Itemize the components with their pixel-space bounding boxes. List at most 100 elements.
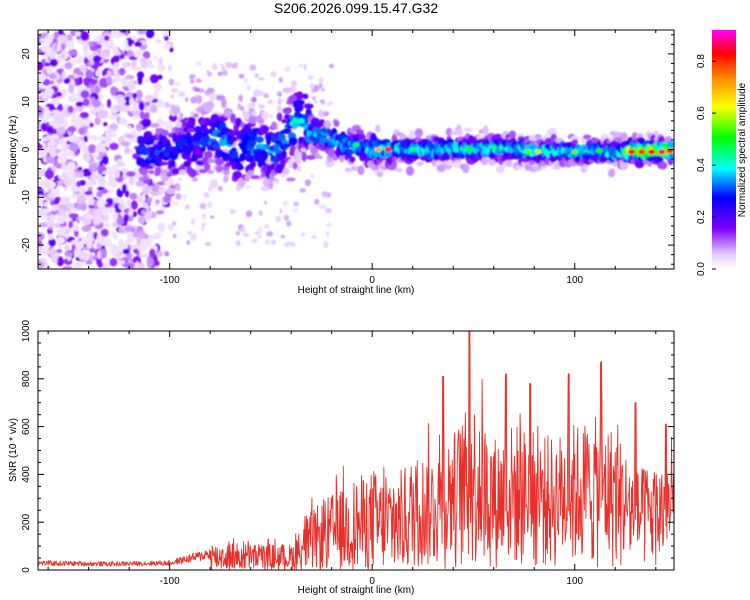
spectral-blob: [54, 223, 61, 229]
spectral-blob: [374, 147, 382, 152]
spectral-blob: [534, 134, 542, 139]
spectral-blob: [186, 127, 197, 133]
spectral-blob: [251, 96, 257, 103]
spectral-blob: [146, 197, 153, 203]
spectral-blob: [152, 260, 160, 267]
spectral-blob: [232, 170, 243, 179]
colorbar-tick-label: 0.6: [696, 106, 707, 120]
spectral-blob: [145, 30, 155, 39]
spectral-blob: [188, 230, 193, 236]
spectral-blob: [102, 155, 109, 165]
y-tick-label: 400: [21, 466, 32, 483]
spectral-blob: [202, 212, 206, 220]
spectral-blob: [133, 248, 139, 254]
spectral-blob: [82, 98, 91, 107]
colorbar-ticks: 0.0 0.2 0.4 0.6 0.8: [696, 54, 716, 276]
spectral-blob: [133, 66, 142, 71]
spectral-blob: [571, 149, 579, 155]
spectral-blob: [80, 31, 90, 41]
spectral-blob: [192, 233, 196, 239]
spectral-blob: [66, 171, 75, 180]
spectral-blob: [117, 97, 126, 106]
spectral-blob: [136, 236, 141, 246]
spectral-blob: [348, 156, 356, 163]
spectral-blob: [253, 89, 262, 97]
spectral-blob: [303, 103, 314, 109]
spectral-blob: [92, 55, 102, 64]
spectral-blob: [207, 71, 212, 77]
spectral-blob: [179, 112, 184, 117]
spectral-blob: [309, 83, 315, 90]
spectral-blob: [416, 161, 424, 167]
spectral-blob: [139, 57, 148, 64]
spectral-blob: [240, 106, 245, 112]
spectral-blob: [262, 150, 269, 161]
spectral-blob: [286, 241, 293, 246]
spectral-blob: [69, 143, 80, 152]
spectral-blob: [461, 163, 470, 174]
spectral-blob: [257, 234, 263, 239]
spectral-blob: [571, 139, 579, 145]
spectral-blob: [158, 57, 164, 65]
spectral-blob: [122, 62, 130, 68]
spectral-blob: [299, 63, 303, 68]
y-tick-label: 200: [21, 513, 32, 530]
spectral-blob: [62, 117, 69, 127]
spectral-blob: [65, 196, 70, 204]
spectral-blob: [61, 70, 66, 80]
spectral-blob: [126, 199, 131, 205]
spectral-blob: [550, 128, 557, 134]
spectral-blob: [43, 201, 49, 207]
spectral-blob: [116, 216, 125, 226]
spectral-blob: [114, 32, 120, 39]
spectral-blob: [56, 126, 66, 135]
spectral-blob: [196, 94, 203, 105]
spectral-blob: [141, 168, 149, 175]
x-tick-label: 100: [566, 275, 583, 286]
spectral-blob: [56, 214, 65, 225]
spectral-blob: [310, 173, 315, 179]
spectral-blob: [95, 217, 105, 223]
spectral-blob: [154, 83, 162, 91]
spectral-blob: [66, 202, 76, 210]
spectral-blob: [247, 169, 255, 176]
snr-x-ticks: -100 0 100: [47, 331, 657, 587]
spectral-blob: [376, 171, 384, 178]
spectral-blob: [249, 160, 257, 168]
spectral-blob: [109, 142, 119, 150]
snr-x-label: Height of straight line (km): [298, 585, 415, 596]
spectral-blob: [118, 203, 123, 209]
spectral-blob: [292, 208, 299, 212]
spectral-blob: [249, 102, 256, 107]
spectral-blob: [189, 74, 195, 80]
spectral-blob: [291, 118, 299, 124]
spectral-blob: [638, 149, 646, 155]
spectral-blob: [79, 112, 89, 119]
spectral-blob: [75, 101, 84, 107]
spectral-blob: [238, 94, 244, 102]
spectral-blob: [288, 136, 298, 146]
spectral-blob: [281, 150, 287, 159]
spectral-blob: [106, 76, 113, 86]
spectrogram-image: [38, 30, 674, 269]
spectral-blob: [620, 132, 628, 141]
spectral-blob: [96, 191, 103, 198]
spectral-blob: [275, 215, 281, 222]
colorbar-tick-label: 0.4: [696, 158, 707, 172]
spectral-blob: [83, 77, 91, 86]
spectral-blob: [463, 127, 473, 133]
spectral-blob: [278, 133, 286, 142]
spectral-blob: [328, 63, 334, 69]
spectral-blob: [223, 175, 229, 182]
spectral-blob: [127, 37, 133, 47]
spectral-blob: [106, 40, 115, 49]
spectral-blob: [48, 218, 55, 228]
spectral-blob: [195, 61, 202, 67]
spectral-blob: [124, 225, 133, 232]
spectral-blob: [156, 181, 166, 186]
spectral-blob: [653, 130, 659, 136]
spectral-blob: [186, 240, 191, 245]
spectral-blob: [147, 64, 156, 69]
spectral-blob: [106, 98, 112, 108]
spectral-blob: [299, 99, 305, 105]
